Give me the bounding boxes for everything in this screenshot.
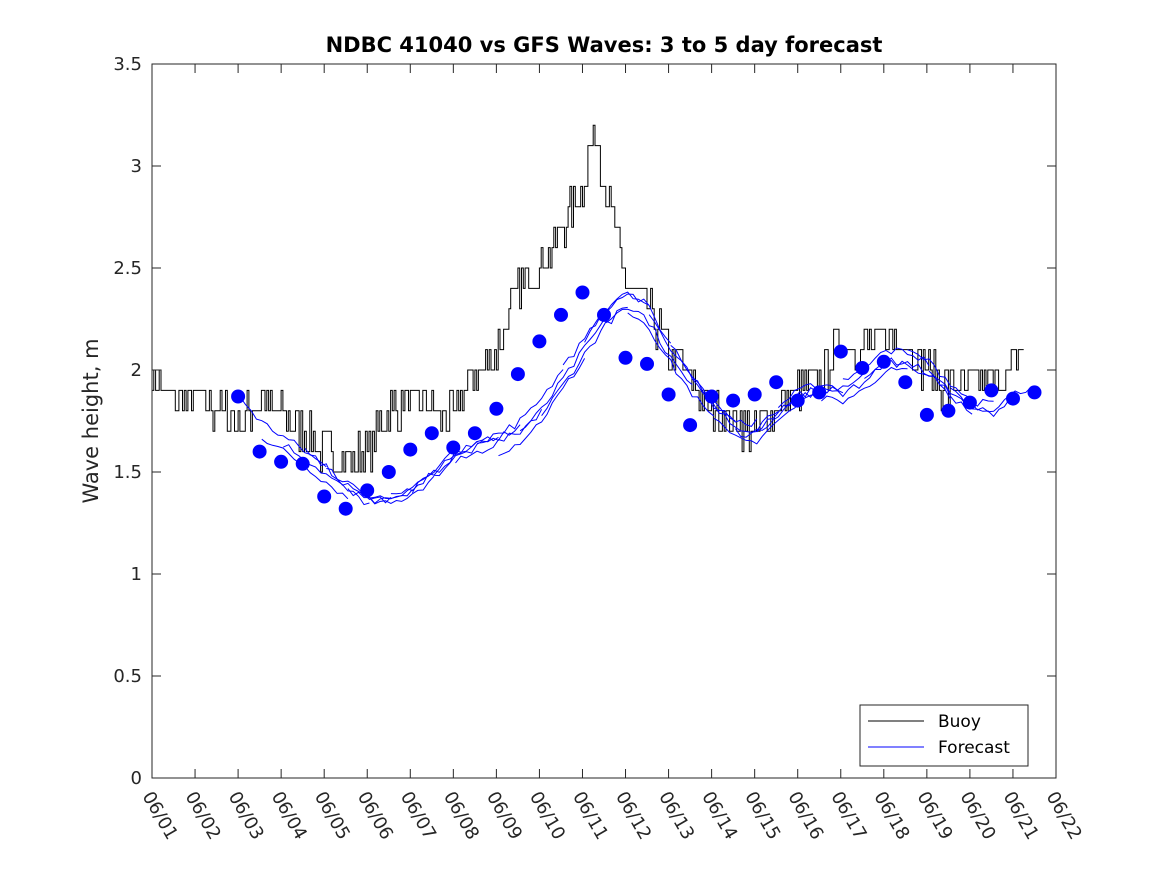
y-tick-label: 0.5 [113, 666, 142, 687]
plot-area [152, 64, 1056, 778]
forecast-marker [962, 395, 977, 410]
legend-box [859, 704, 1029, 767]
forecast-marker [554, 307, 568, 322]
forecast-marker [876, 354, 891, 369]
series-forecast-line [541, 306, 628, 416]
series-forecast-line [519, 315, 607, 432]
series-forecast-line [907, 349, 994, 407]
forecast-marker [317, 489, 332, 504]
forecast-marker [833, 344, 848, 359]
series-forecast-line [304, 447, 392, 504]
y-tick-label: 1 [131, 564, 142, 585]
y-tick-label: 2.5 [113, 258, 142, 279]
legend: Buoy Forecast [859, 704, 1029, 767]
forecast-marker [941, 403, 956, 418]
forecast-marker [424, 426, 439, 441]
series-forecast-line [347, 475, 435, 505]
forecast-marker [252, 444, 267, 459]
forecast-marker [661, 387, 676, 402]
series-forecast-line [885, 357, 973, 415]
forecast-marker [446, 440, 461, 455]
forecast-marker [790, 393, 805, 408]
series-buoy-line [152, 124, 1024, 473]
series-forecast-line [433, 424, 521, 477]
forecast-marker [575, 285, 590, 300]
legend-label: Buoy [938, 712, 981, 732]
forecast-marker [360, 483, 375, 498]
forecast-marker [597, 307, 611, 322]
chart-title: NDBC 41040 vs GFS Waves: 3 to 5 day fore… [326, 33, 883, 57]
series-forecast-line [283, 444, 370, 506]
series-forecast-line [821, 366, 908, 405]
forecast-marker [295, 456, 310, 471]
series-forecast-line [239, 396, 327, 468]
forecast-marker [231, 389, 246, 404]
forecast-marker [898, 375, 913, 390]
series-forecast-line [713, 402, 801, 445]
forecast-marker [381, 465, 396, 479]
forecast-marker [618, 350, 633, 365]
y-tick-label: 0 [131, 768, 142, 789]
series-forecast-line [648, 314, 736, 422]
series-forecast-line [476, 369, 564, 444]
forecast-marker [532, 334, 547, 349]
forecast-marker [747, 387, 762, 402]
forecast-marker [812, 385, 827, 400]
forecast-marker [1027, 385, 1042, 400]
forecast-marker [855, 361, 870, 375]
series-forecast-line [627, 312, 715, 417]
series-forecast-line [605, 308, 693, 385]
forecast-marker [489, 401, 504, 416]
series-forecast-line [390, 441, 478, 495]
forecast-marker [919, 407, 934, 422]
y-tick-label: 3.5 [113, 54, 142, 75]
legend-label: Forecast [938, 738, 1010, 758]
forecast-marker [984, 383, 999, 398]
y-axis: 0 0.5 1 1.5 2 2.5 3 3.5 [113, 54, 1056, 789]
y-axis-label: Wave height, m [79, 338, 103, 503]
forecast-marker [640, 356, 654, 371]
y-tick-label: 3 [131, 156, 142, 177]
axes-box [151, 63, 1057, 779]
forecast-marker [704, 389, 719, 404]
y-tick-label: 2 [131, 360, 142, 381]
forecast-marker [769, 375, 784, 390]
forecast-marker [274, 454, 289, 469]
series-forecast-line [756, 386, 844, 433]
forecast-marker [726, 393, 741, 408]
forecast-marker [510, 367, 525, 382]
forecast-marker [467, 426, 482, 441]
series-forecast-line [498, 358, 586, 457]
forecast-marker [683, 418, 698, 433]
series-layer [152, 124, 1042, 516]
y-tick-label: 1.5 [113, 462, 142, 483]
series-forecast-line [369, 452, 456, 500]
forecast-marker [1006, 391, 1020, 406]
forecast-marker [403, 442, 418, 457]
forecast-marker [338, 501, 353, 516]
